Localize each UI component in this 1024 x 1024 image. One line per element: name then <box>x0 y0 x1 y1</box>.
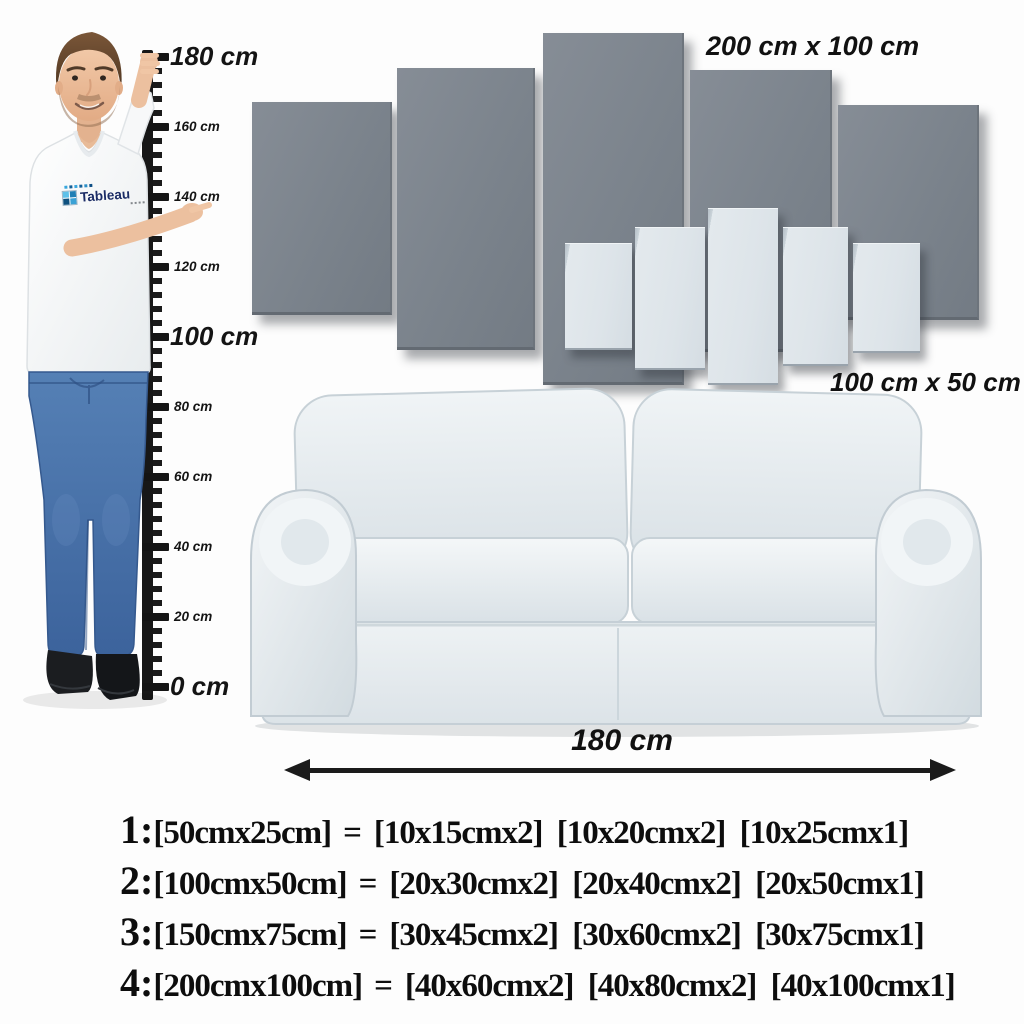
ruler-mark-180: 180 cm <box>142 41 258 71</box>
sofa-arm-roll-right-inner <box>903 519 951 565</box>
size-option-row-4: 4: [200cmx100cm] = [40x60cmx2] [40x80cmx… <box>120 959 956 1010</box>
ruler-mark-label: 180 cm <box>170 40 259 71</box>
man-vneck-skin <box>77 132 101 149</box>
ruler-mark-label: 100 cm <box>170 320 259 351</box>
ruler-mark-label: 60 cm <box>174 469 213 485</box>
arrow-line <box>302 768 938 773</box>
sofa-skirt-pleat-corners <box>267 627 965 717</box>
size-option-row-2: 2: [100cmx50cm] = [20x30cmx2] [20x40cmx2… <box>120 857 955 908</box>
sofa-seat-cushion-left <box>335 537 629 625</box>
option-number: 1: <box>120 807 154 852</box>
canvas-panel-small-1 <box>565 243 632 350</box>
canvas-panel-large-2 <box>397 68 535 350</box>
option-total-size: [200cmx100cm] <box>153 968 363 1004</box>
large-set-size-label: 200 cm x 100 cm <box>706 31 920 61</box>
sofa-back-cushion-right <box>629 388 923 578</box>
ruler-mark-80: 80 cm <box>142 399 212 414</box>
man-ear-left <box>55 81 63 95</box>
option-total-size: [100cmx50cm] <box>153 866 347 902</box>
man-pointing-finger <box>189 202 212 213</box>
sofa-seat-cushion-right <box>631 537 893 625</box>
canvas-panel-small-4 <box>783 227 848 366</box>
ruler-mark-120: 120 cm <box>142 259 220 274</box>
sofa-arm-roll-left-inner <box>281 519 329 565</box>
man-ear-right <box>115 81 123 95</box>
ruler-mark-label: 120 cm <box>174 259 220 275</box>
ruler-mark-label: 140 cm <box>174 189 220 205</box>
canvas-panel-small-2 <box>635 227 705 370</box>
canvas-panel-small-3 <box>708 208 778 385</box>
man-jeans-inseam <box>85 519 89 651</box>
ruler-mark-40: 40 cm <box>142 539 212 554</box>
man-mustache <box>77 94 101 102</box>
small-set-size-label: 100 cm x 50 cm <box>830 367 1021 397</box>
canvas-panel-large-1 <box>252 102 392 315</box>
man-beard <box>58 86 120 127</box>
option-total-size: [50cmx25cm] <box>153 815 332 851</box>
arrowhead-right <box>930 759 956 781</box>
man-eye-right <box>100 75 106 81</box>
man-shoe-left <box>46 650 93 694</box>
ruler-mark-label: 40 cm <box>174 539 213 555</box>
option-number: 3: <box>120 909 154 954</box>
sofa-width-label: 180 cm <box>571 724 673 757</box>
man-tshirt-collar <box>73 130 105 158</box>
size-option-row-3: 3: [150cmx75cm] = [30x45cmx2] [30x60cmx2… <box>120 908 955 959</box>
ruler-mark-0: 0 cm <box>142 671 229 701</box>
sofa-arm-roll-right <box>881 498 973 586</box>
man-eyebrows <box>66 66 114 72</box>
ruler-mark-160: 160 cm <box>142 119 220 134</box>
sofa-arm-left <box>250 488 358 717</box>
ruler-mark-label: 160 cm <box>174 119 220 135</box>
man-smile <box>74 101 105 110</box>
sofa <box>250 387 982 737</box>
sofa-back-cushion-left <box>293 387 629 579</box>
ruler-mark-20: 20 cm <box>142 609 212 624</box>
option-number: 2: <box>120 858 154 903</box>
sofa-arm-roll-left <box>259 498 351 586</box>
man-jeans-knee-right <box>102 494 130 546</box>
man-jeans-pocket <box>69 377 105 404</box>
man-face <box>59 47 119 121</box>
sofa-arm-right <box>874 488 982 717</box>
shirt-logo: Tableau <box>61 180 148 209</box>
ruler-mark-60: 60 cm <box>142 469 212 484</box>
option-number: 4: <box>120 960 154 1005</box>
tableau-logo-icon <box>61 189 78 206</box>
option-total-size: [150cmx75cm] <box>153 917 347 953</box>
canvas-panel-small-5 <box>853 243 920 353</box>
arrowhead-left <box>284 759 310 781</box>
man-pointing-fist <box>181 203 203 221</box>
equals-sign: = <box>358 917 378 953</box>
ruler-mark-140: 140 cm <box>142 189 220 204</box>
ruler-mark-100: 100 cm <box>142 321 258 351</box>
option-panel-sizes: [40x60cmx2] [40x80cmx2] [40x100cmx1] <box>404 968 956 1004</box>
man-teeth <box>79 103 100 108</box>
man-jeans <box>28 371 149 657</box>
sofa-skirt <box>261 621 972 725</box>
equals-sign: = <box>358 866 378 902</box>
equals-sign: = <box>374 968 393 1004</box>
option-panel-sizes: [30x45cmx2] [30x60cmx2] [30x75cmx1] <box>389 917 924 953</box>
man-tshirt <box>26 130 151 375</box>
ruler-mark-label: 20 cm <box>174 609 213 625</box>
man-hair <box>56 32 122 92</box>
equals-sign: = <box>343 815 362 851</box>
size-options-section: 1: [50cmx25cm] = [10x15cmx2] [10x20cmx2]… <box>120 806 956 1010</box>
option-panel-sizes: [10x15cmx2] [10x20cmx2] [10x25cmx1] <box>373 815 909 851</box>
man-neck <box>77 112 101 144</box>
ruler-bar <box>142 50 153 700</box>
ruler-mark-label: 0 cm <box>170 670 230 701</box>
man-pointing-forearm <box>63 205 199 257</box>
option-panel-sizes: [20x30cmx2] [20x40cmx2] [20x50cmx1] <box>389 866 924 902</box>
size-option-row-1: 1: [50cmx25cm] = [10x15cmx2] [10x20cmx2]… <box>120 806 955 857</box>
ruler-mark-label: 80 cm <box>174 399 213 415</box>
man-shoe-soles <box>49 683 135 695</box>
man-shoe-right <box>95 654 140 700</box>
man-jeans-knee-left <box>52 494 80 546</box>
man-eye-left <box>72 75 78 81</box>
man-nose <box>86 79 92 96</box>
